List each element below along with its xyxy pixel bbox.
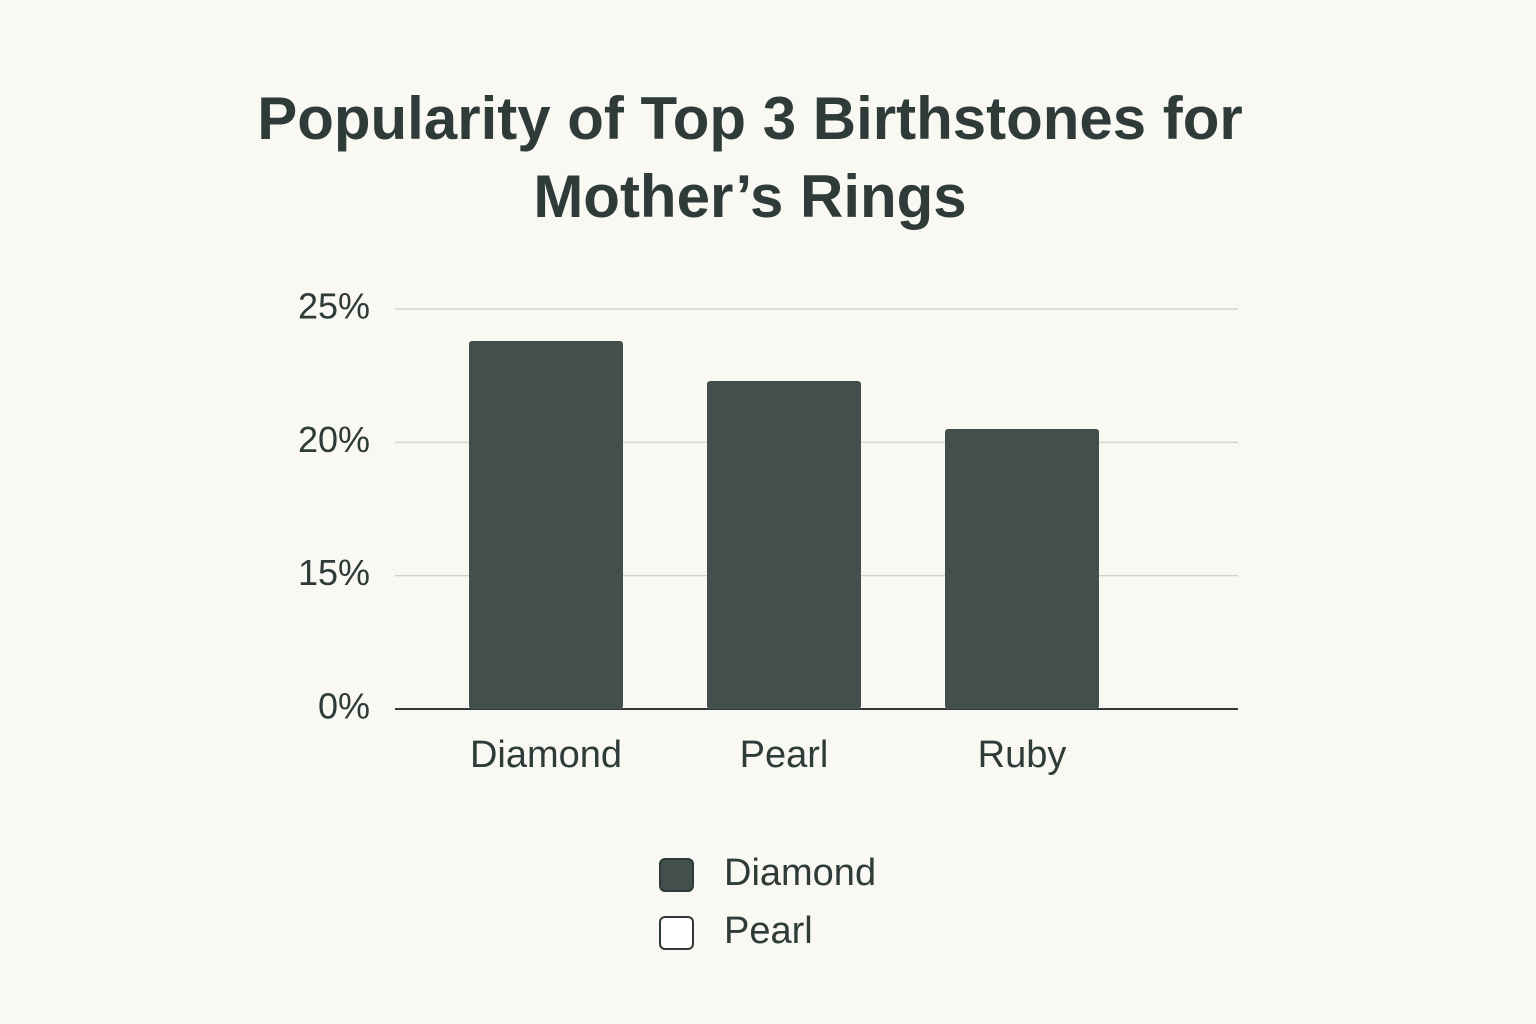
legend-label: Diamond <box>724 852 876 894</box>
x-tick-label: Diamond <box>470 734 622 776</box>
y-tick-label: 25% <box>298 286 370 327</box>
legend-swatch <box>659 916 694 950</box>
x-tick-label: Pearl <box>740 734 829 776</box>
y-tick-label: 20% <box>298 419 370 460</box>
legend-swatch <box>659 858 694 892</box>
y-tick-label: 0% <box>318 686 370 727</box>
x-tick-label: Ruby <box>978 734 1067 776</box>
y-tick-label: 15% <box>298 552 370 593</box>
bar <box>707 381 861 709</box>
chart-title: Popularity of Top 3 Birthstones for Moth… <box>257 85 1243 230</box>
bar <box>945 429 1099 709</box>
bar <box>469 341 623 709</box>
legend-label: Pearl <box>724 910 813 952</box>
